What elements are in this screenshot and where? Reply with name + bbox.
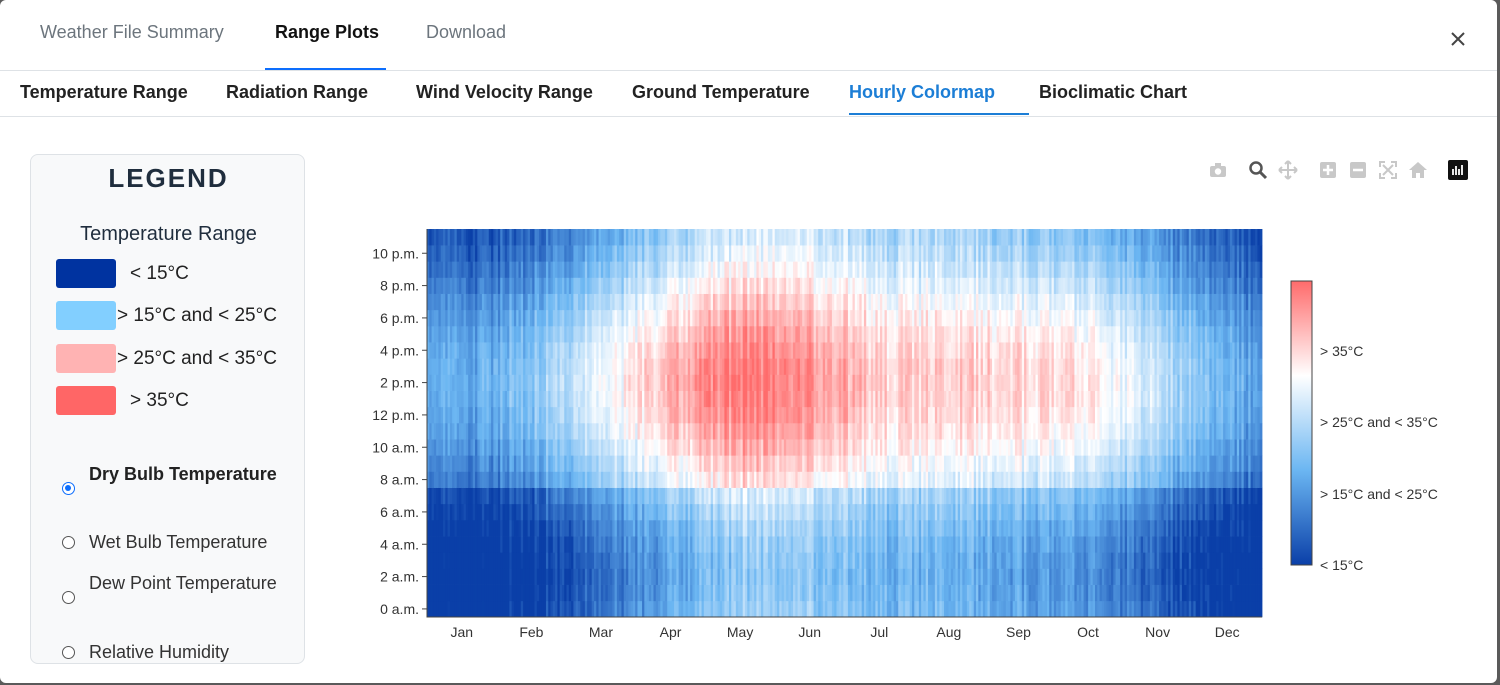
plotly-logo-icon[interactable] <box>1448 160 1468 180</box>
y-tick-label: 12 p.m. <box>372 407 419 423</box>
y-tick-label: 2 p.m. <box>380 375 419 391</box>
tab-range-plots[interactable]: Range Plots <box>275 22 380 42</box>
legend-panel: LEGEND Temperature Range < 15°C > 15°C a… <box>30 154 305 664</box>
legend-subtitle: Temperature Range <box>80 223 257 245</box>
y-tick-label: 0 a.m. <box>380 601 419 617</box>
hourly-colormap-chart[interactable]: 0 a.m. 2 a.m. 4 a.m. 6 a.m. 8 a.m. 10 a.m. 12 … <box>340 220 1490 650</box>
y-tick-label: 6 a.m. <box>380 504 419 520</box>
tab-download[interactable]: Download <box>426 22 507 42</box>
x-tick-label: May <box>727 624 753 640</box>
chart-axes <box>426 229 1262 618</box>
zoom-in-icon[interactable] <box>1318 160 1338 180</box>
legend-label-hot: > 35°C <box>130 390 189 411</box>
x-tick-label: Jul <box>870 624 888 640</box>
legend-label-warm: > 25°C and < 35°C <box>117 348 277 369</box>
legend-swatch-warm <box>56 344 116 373</box>
radio-relative-humidity[interactable] <box>62 646 75 659</box>
active-tab-indicator <box>265 68 386 70</box>
colorbar <box>1290 280 1313 566</box>
y-tick-label: 10 p.m. <box>372 245 419 261</box>
radio-dry-bulb[interactable] <box>62 482 75 495</box>
option-relative-humidity[interactable]: Relative Humidity <box>89 642 230 662</box>
y-tick-label: 2 a.m. <box>380 569 419 585</box>
autoscale-icon[interactable] <box>1378 160 1398 180</box>
colorbar-label: > 15°C and < 25°C <box>1320 486 1438 502</box>
x-tick-label: Mar <box>589 624 613 640</box>
legend-label-cool: > 15°C and < 25°C <box>117 305 277 326</box>
option-wet-bulb[interactable]: Wet Bulb Temperature <box>89 532 268 552</box>
legend-title: LEGEND <box>108 163 229 193</box>
x-tick-label: Oct <box>1077 624 1099 640</box>
pan-icon[interactable] <box>1278 160 1298 180</box>
option-dry-bulb[interactable]: Dry Bulb Temperature <box>89 464 277 484</box>
x-tick-label: Nov <box>1145 624 1170 640</box>
tab-hourly-colormap[interactable]: Hourly Colormap <box>849 82 996 102</box>
reset-home-icon[interactable] <box>1408 160 1428 180</box>
tab-ground-temperature[interactable]: Ground Temperature <box>632 82 810 102</box>
y-tick-label: 4 a.m. <box>380 536 419 552</box>
x-tick-label: Jun <box>798 624 821 640</box>
y-tick-label: 6 p.m. <box>380 310 419 326</box>
radio-dew-point[interactable] <box>62 591 75 604</box>
legend-swatch-hot <box>56 386 116 415</box>
colorbar-label: > 35°C <box>1320 343 1363 359</box>
x-tick-label: Jan <box>451 624 474 640</box>
legend-label-cold: < 15°C <box>130 263 189 284</box>
x-tick-label: Dec <box>1215 624 1240 640</box>
camera-icon[interactable] <box>1208 160 1228 180</box>
option-dew-point[interactable]: Dew Point Temperature <box>89 573 277 593</box>
legend-swatch-cold <box>56 259 116 288</box>
zoom-icon[interactable] <box>1248 160 1268 180</box>
heatmap-cells <box>427 229 1263 618</box>
x-tick-label: Apr <box>660 624 682 640</box>
zoom-out-icon[interactable] <box>1348 160 1368 180</box>
active-subtab-indicator <box>849 113 1029 115</box>
x-tick-label: Sep <box>1006 624 1031 640</box>
close-icon[interactable] <box>1447 28 1469 50</box>
y-tick-label: 10 a.m. <box>372 439 419 455</box>
tab-bioclimatic-chart[interactable]: Bioclimatic Chart <box>1039 82 1188 102</box>
colorbar-label: < 15°C <box>1320 557 1363 573</box>
top-tab-bar: Weather File Summary Range Plots Downloa… <box>0 0 1497 71</box>
tab-wind-velocity-range[interactable]: Wind Velocity Range <box>416 82 593 102</box>
x-tick-label: Aug <box>936 624 961 640</box>
tab-temperature-range[interactable]: Temperature Range <box>20 82 188 102</box>
colorbar-label: > 25°C and < 35°C <box>1320 414 1438 430</box>
x-tick-label: Feb <box>519 624 543 640</box>
y-tick-label: 8 a.m. <box>380 472 419 488</box>
y-tick-label: 8 p.m. <box>380 278 419 294</box>
tab-radiation-range[interactable]: Radiation Range <box>226 82 369 102</box>
tab-weather-file-summary[interactable]: Weather File Summary <box>40 22 224 42</box>
y-tick-label: 4 p.m. <box>380 342 419 358</box>
legend-swatch-cool <box>56 301 116 330</box>
radio-wet-bulb[interactable] <box>62 536 75 549</box>
sub-tab-bar: Temperature Range Radiation Range Wind V… <box>0 71 1497 117</box>
